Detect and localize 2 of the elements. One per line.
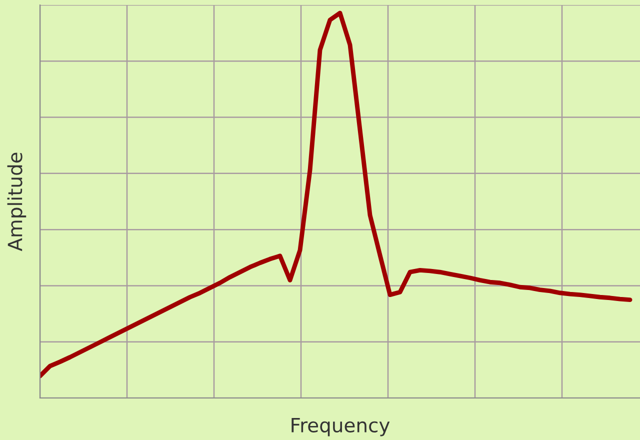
y-axis-title: Amplitude <box>7 152 26 252</box>
x-axis-title: Frequency <box>292 418 390 436</box>
